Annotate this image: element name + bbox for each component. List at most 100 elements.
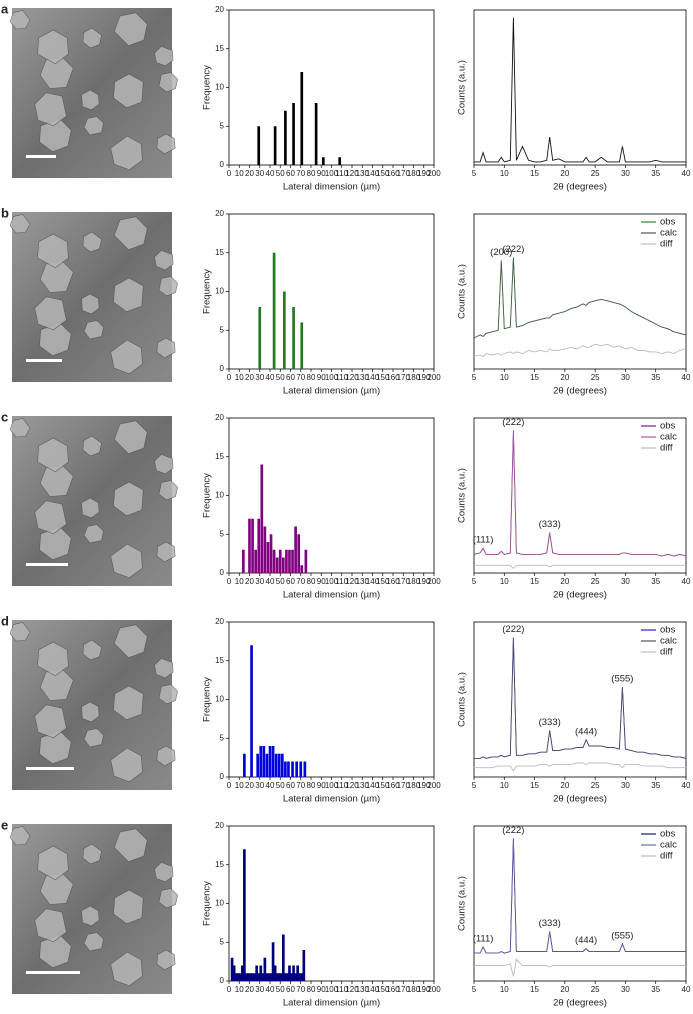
x-tick-label: 180: [407, 577, 421, 586]
y-axis-label: Frequency: [202, 269, 213, 314]
x-tick-label: 120: [345, 373, 359, 382]
crystal: [34, 92, 67, 127]
bar: [259, 965, 263, 981]
crystal: [156, 133, 176, 155]
x-tick-label: 0: [227, 985, 232, 994]
x-tick-label: 100: [325, 373, 339, 382]
x-tick-label: 35: [651, 577, 660, 586]
legend-label: calc: [660, 228, 677, 239]
x-tick-label: 150: [376, 169, 390, 178]
crystal: [113, 889, 144, 925]
y-tick-label: 10: [215, 287, 224, 296]
crystal: [39, 464, 74, 497]
crystal: [34, 296, 67, 331]
bar: [290, 973, 293, 981]
x-tick-label: 20: [560, 577, 569, 586]
legend-label: diff: [660, 443, 673, 454]
bar: [304, 549, 308, 573]
bar: [321, 157, 325, 165]
y-axis-label: Counts (a.u.): [457, 468, 468, 523]
plot-frame: [473, 9, 687, 166]
crystal: [158, 684, 178, 705]
crystal: [82, 843, 102, 865]
scale-bar: [26, 563, 68, 566]
y-tick-label: 20: [215, 821, 224, 830]
legend-label: obs: [660, 829, 676, 840]
panel-label: e: [1, 817, 8, 832]
x-tick-label: 110: [335, 169, 348, 178]
x-tick-label: 180: [407, 781, 421, 790]
legend-label: calc: [660, 636, 677, 647]
bar: [299, 761, 303, 777]
bar: [258, 307, 262, 369]
bar: [294, 526, 297, 573]
y-axis-label: Frequency: [202, 65, 213, 110]
x-tick-label: 0: [227, 169, 232, 178]
bar: [278, 549, 282, 573]
bar: [238, 973, 242, 981]
crystal: [154, 658, 174, 679]
crystal: [83, 116, 104, 136]
crystal: [113, 73, 144, 109]
panel-label: a: [1, 1, 9, 16]
bar: [255, 965, 259, 981]
bar: [281, 934, 285, 981]
x-tick-label: 20: [245, 781, 254, 790]
x-tick-label: 10: [235, 985, 244, 994]
x-axis-label: 2θ (degrees): [553, 386, 607, 397]
crystal: [83, 728, 104, 748]
plot-frame: [473, 213, 687, 370]
x-tick-label: 70: [296, 985, 305, 994]
x-tick-label: 100: [325, 985, 339, 994]
x-tick-label: 50: [276, 781, 285, 790]
x-tick-label: 90: [317, 169, 326, 178]
x-tick-label: 50: [276, 169, 285, 178]
x-tick-label: 5: [472, 985, 477, 994]
legend-label: diff: [660, 851, 673, 862]
x-tick-label: 80: [307, 985, 316, 994]
y-tick-label: 20: [215, 413, 224, 422]
x-tick-label: 25: [591, 781, 600, 790]
crystal: [110, 543, 143, 579]
xrd-line: [473, 430, 687, 557]
crystal: [113, 685, 144, 721]
x-tick-label: 80: [307, 373, 316, 382]
crystal: [37, 845, 69, 881]
crystal: [39, 118, 72, 153]
x-tick-label: 30: [255, 373, 264, 382]
bar: [253, 973, 256, 981]
bar: [262, 746, 266, 777]
x-tick-label: 170: [397, 985, 411, 994]
crystal: [82, 27, 102, 49]
x-tick-label: 200: [427, 577, 441, 586]
peak-annotation: (444): [575, 935, 597, 946]
x-tick-label: 5: [472, 577, 477, 586]
x-tick-label: 90: [317, 577, 326, 586]
bar: [251, 518, 254, 573]
crystal: [154, 46, 174, 67]
x-tick-label: 160: [386, 781, 400, 790]
y-axis-label: Counts (a.u.): [457, 876, 468, 931]
peak-annotation: (111): [473, 933, 494, 944]
crystal: [82, 639, 102, 661]
bar: [284, 761, 287, 777]
peak-annotation: (555): [611, 930, 633, 941]
x-tick-label: 10: [500, 781, 509, 790]
x-tick-label: 50: [276, 373, 285, 382]
x-tick-label: 200: [427, 169, 441, 178]
bar: [287, 761, 290, 777]
x-tick-label: 60: [286, 373, 295, 382]
x-tick-label: 180: [407, 373, 421, 382]
x-tick-label: 10: [500, 985, 509, 994]
x-tick-label: 150: [376, 373, 390, 382]
peak-annotation: (222): [502, 417, 524, 428]
y-axis-label: Frequency: [202, 881, 213, 926]
x-tick-label: 160: [386, 373, 400, 382]
xrd-line: [473, 343, 687, 358]
bar: [277, 753, 281, 777]
crystal: [113, 420, 148, 455]
bar: [286, 973, 289, 981]
crystal: [81, 89, 100, 111]
x-tick-label: 170: [397, 169, 411, 178]
y-tick-label: 0: [220, 976, 225, 985]
